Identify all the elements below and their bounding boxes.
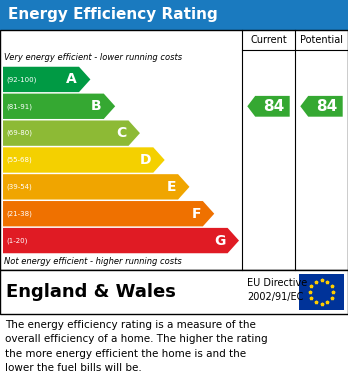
Polygon shape bbox=[3, 93, 115, 119]
Text: The energy efficiency rating is a measure of the
overall efficiency of a home. T: The energy efficiency rating is a measur… bbox=[5, 320, 268, 373]
Text: (1-20): (1-20) bbox=[6, 237, 27, 244]
Polygon shape bbox=[247, 96, 290, 117]
Bar bbox=[0, 0, 348, 30]
Text: EU Directive
2002/91/EC: EU Directive 2002/91/EC bbox=[247, 278, 307, 301]
Polygon shape bbox=[3, 147, 165, 173]
Polygon shape bbox=[3, 120, 140, 146]
Bar bbox=[0, 270, 348, 314]
Text: F: F bbox=[191, 207, 201, 221]
Text: 84: 84 bbox=[263, 99, 284, 114]
Text: (92-100): (92-100) bbox=[6, 76, 37, 83]
Text: Not energy efficient - higher running costs: Not energy efficient - higher running co… bbox=[4, 258, 182, 267]
Polygon shape bbox=[3, 174, 189, 199]
Bar bbox=[0, 30, 348, 270]
Text: Potential: Potential bbox=[300, 35, 343, 45]
Text: (55-68): (55-68) bbox=[6, 157, 32, 163]
Text: A: A bbox=[66, 72, 77, 86]
Text: (21-38): (21-38) bbox=[6, 210, 32, 217]
Text: England & Wales: England & Wales bbox=[6, 283, 176, 301]
Text: (81-91): (81-91) bbox=[6, 103, 32, 109]
Bar bbox=[299, 274, 344, 310]
Text: Energy Efficiency Rating: Energy Efficiency Rating bbox=[8, 7, 218, 23]
Text: C: C bbox=[116, 126, 127, 140]
Text: (69-80): (69-80) bbox=[6, 130, 32, 136]
Text: B: B bbox=[91, 99, 102, 113]
Text: Very energy efficient - lower running costs: Very energy efficient - lower running co… bbox=[4, 54, 182, 63]
Polygon shape bbox=[3, 201, 214, 226]
Text: Current: Current bbox=[250, 35, 287, 45]
Text: 84: 84 bbox=[316, 99, 338, 114]
Polygon shape bbox=[300, 96, 343, 117]
Text: D: D bbox=[140, 153, 151, 167]
Polygon shape bbox=[3, 228, 239, 253]
Text: E: E bbox=[167, 180, 176, 194]
Text: G: G bbox=[214, 233, 226, 248]
Text: (39-54): (39-54) bbox=[6, 184, 32, 190]
Polygon shape bbox=[3, 67, 90, 92]
